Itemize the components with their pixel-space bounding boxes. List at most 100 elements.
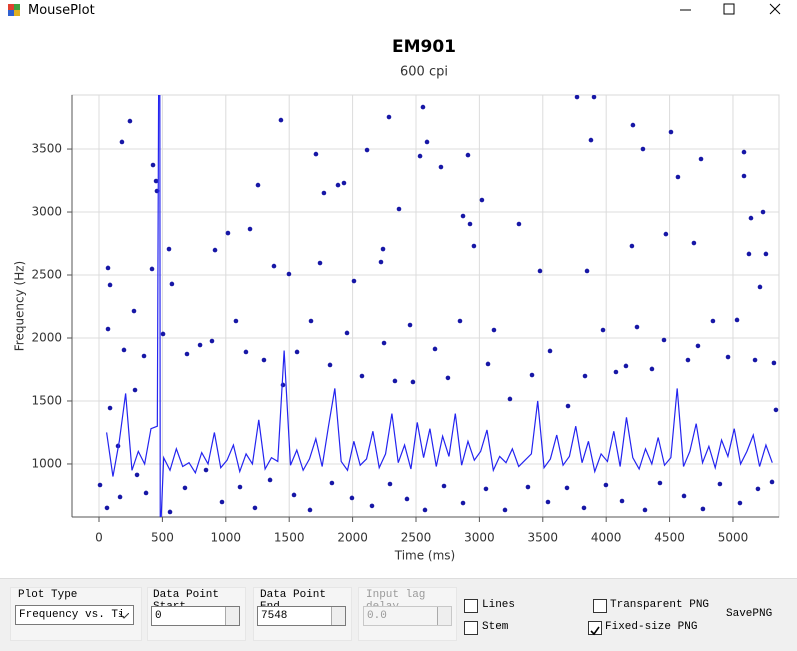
title-bar: MousePlot [0,0,797,22]
scatter-point [105,326,111,332]
scatter-point [150,162,156,168]
scatter-point [441,483,447,489]
scatter-point [341,180,347,186]
scatter-point [225,230,231,236]
scatter-point [149,266,155,272]
input-lag-input: 0.0 [363,606,452,626]
stem-checkbox[interactable] [464,621,478,635]
y-tick-label: 3500 [31,142,62,156]
x-tick-label: 1000 [211,531,242,545]
scatter-point [381,340,387,346]
scatter-point [335,182,341,188]
scatter-point [131,308,137,314]
scatter-point [760,209,766,215]
scatter-point [197,342,203,348]
scatter-point [581,505,587,511]
scatter-point [291,492,297,498]
save-png-button[interactable]: SavePNG [726,608,773,620]
scatter-point [233,318,239,324]
scatter-point [107,405,113,411]
scatter-point [649,366,655,372]
scatter-point [600,327,606,333]
chart-subtitle: 600 cpi [400,65,448,80]
close-button[interactable] [769,3,781,15]
scatter-point [565,403,571,409]
scatter-point [392,378,398,384]
x-tick-label: 0 [95,531,103,545]
scatter-point [582,373,588,379]
scatter-point [741,173,747,179]
scatter-point [280,382,286,388]
scatter-point [741,149,747,155]
scatter-point [588,137,594,143]
x-tick-label: 500 [151,531,174,545]
scatter-point [525,484,531,490]
scatter-point [491,327,497,333]
scatter-point [410,379,416,385]
scatter-point [438,164,444,170]
scatter-point [657,480,663,486]
scatter-point [104,505,110,511]
plot-type-combo[interactable]: Frequency vs. Ti [15,605,134,625]
scatter-point [613,369,619,375]
scatter-point [121,347,127,353]
scatter-point [117,494,123,500]
scatter-point [630,122,636,128]
scatter-point [584,268,590,274]
scatter-point [755,486,761,492]
scatter-point [243,349,249,355]
x-axis-label: Time (ms) [394,549,456,563]
scatter-point [432,346,438,352]
scatter-point [700,506,706,512]
scatter-point [460,500,466,506]
fixed-size-checkbox[interactable] [588,621,602,636]
transparent-checkbox[interactable] [593,599,607,613]
chart: EM901 600 cpi Time (ms) Frequency (Hz) 1… [13,37,780,563]
scatter-point [467,221,473,227]
y-tick-label: 2500 [31,268,62,282]
scatter-point [351,278,357,284]
scatter-point [255,182,261,188]
plot-marks [97,95,779,517]
scatter-point [132,387,138,393]
scatter-point [97,482,103,488]
x-tick-label: 2500 [401,531,432,545]
scatter-point [545,499,551,505]
scatter-point [143,490,149,496]
scatter-point [479,197,485,203]
scatter-point [642,507,648,513]
scatter-point [219,499,225,505]
scatter-point [169,281,175,287]
y-axis-label: Frequency (Hz) [13,261,27,352]
plot-type-label: Plot Type [18,589,78,601]
scatter-point [349,495,355,501]
scatter-point [457,318,463,324]
check-mark [590,626,600,636]
scatter-point [564,485,570,491]
start-input[interactable]: 0 [151,606,240,626]
scatter-point [378,259,384,265]
scatter-point [209,338,215,344]
scatter-point [752,357,758,363]
scatter-point [317,260,323,266]
scatter-point [380,246,386,252]
scatter-point [212,247,218,253]
stem-label: Stem [482,621,509,633]
scatter-point [485,361,491,367]
scatter-point [105,265,111,271]
scatter-point [634,324,640,330]
lines-checkbox[interactable] [464,599,478,613]
scatter-point [417,153,423,159]
scatter-point [629,243,635,249]
scatter-point [516,221,522,227]
x-tick-label: 5000 [718,531,749,545]
scatter-point [237,484,243,490]
chart-title: EM901 [392,37,456,57]
input-lag-value: 0.0 [367,610,387,622]
scatter-point [483,486,489,492]
scatter-point [364,147,370,153]
end-input[interactable]: 7548 [257,606,346,626]
scatter-point [160,331,166,337]
maximize-button[interactable] [723,3,735,15]
x-tick-label: 3500 [528,531,559,545]
